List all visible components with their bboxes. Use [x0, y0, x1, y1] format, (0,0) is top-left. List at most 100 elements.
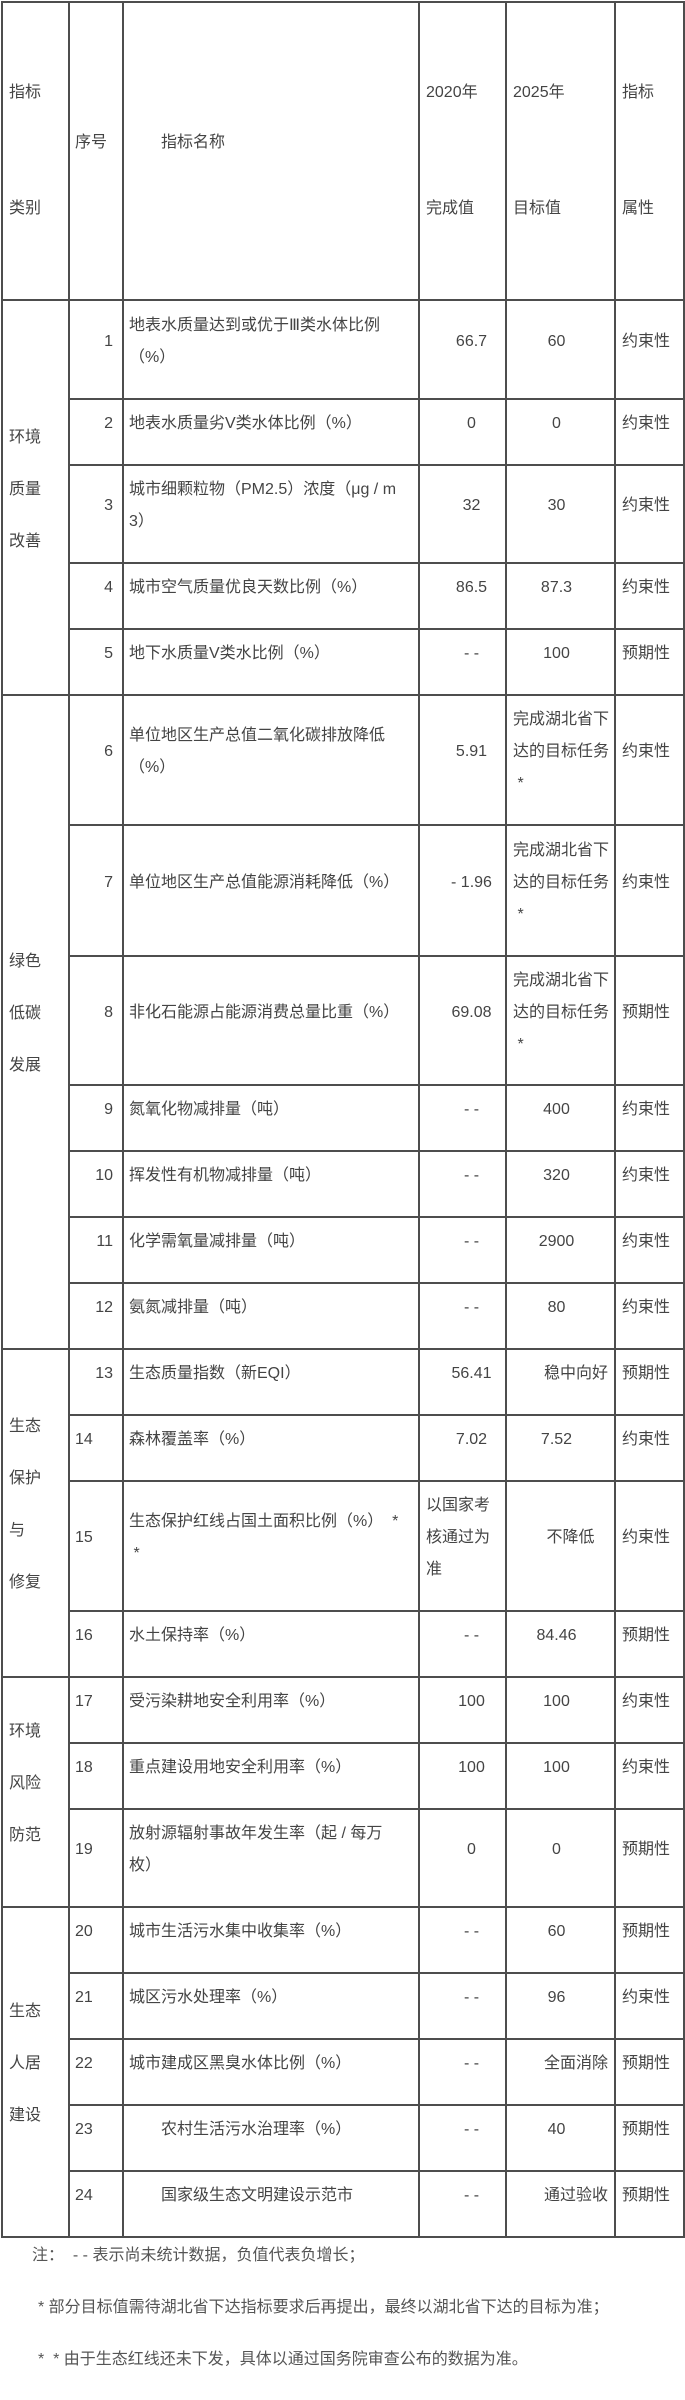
table-row: 15 生态保护红线占国土面积比例（%） * * 以国家考 核通过为 准不降低 约束性 — [2, 1480, 685, 1612]
target-2025-cell: 96 — [505, 1972, 616, 2040]
target-2025-cell: 完成湖北省下 达的目标任务 * — [505, 955, 616, 1086]
footnotes: 注： - - 表示尚未统计数据，负值代表负增长； * 部分目标值需待湖北省下达指… — [1, 2244, 685, 2372]
attribute-cell: 约束性 — [614, 1150, 685, 1218]
indicator-table: 指标 类别 序号 指标名称 2020年 完成值 2025年 目标值 指标 属性 … — [1, 1, 685, 2238]
target-2025-cell: 100 — [505, 628, 616, 696]
table-header-row: 指标 类别 序号 指标名称 2020年 完成值 2025年 目标值 指标 属性 — [1, 1, 685, 301]
indicator-name-cell: 受污染耕地安全利用率（%） — [122, 1676, 420, 1744]
seq-cell: 19 — [68, 1808, 124, 1908]
seq-cell: 21 — [68, 1972, 124, 2040]
value-2020-cell: - - — [418, 1084, 507, 1152]
seq-cell: 18 — [68, 1742, 124, 1810]
header-category-line: 类别 — [9, 200, 42, 217]
attribute-cell: 预期性 — [614, 1906, 685, 1974]
target-2025-cell: 完成湖北省下 达的目标任务 * — [505, 694, 616, 826]
indicator-name-cell: 氨氮减排量（吨） — [122, 1282, 420, 1350]
attribute-cell: 约束性 — [614, 464, 685, 564]
category-label-line: 人居 — [9, 2055, 42, 2072]
target-2025-cell: 30 — [505, 464, 616, 564]
category-label-line: 低碳 — [9, 1005, 42, 1022]
header-2020-line: 2020年 — [426, 84, 478, 101]
header-attribute-line: 属性 — [622, 200, 655, 217]
header-attribute-line: 指标 — [622, 84, 655, 101]
table-row: 12 氨氮减排量（吨） - -80 约束性 — [2, 1282, 685, 1350]
seq-cell: 8 — [68, 955, 124, 1086]
seq-cell: 17 — [68, 1676, 124, 1744]
indicator-name-cell: 单位地区生产总值能源消耗降低（%） — [122, 824, 420, 957]
table-row: 7 单位地区生产总值能源消耗降低（%） - 1.96 完成湖北省下 达的目标任务 * 约… — [2, 824, 685, 957]
header-2025-line: 目标值 — [513, 200, 562, 217]
seq-cell: 15 — [68, 1480, 124, 1612]
attribute-cell: 约束性 — [614, 1084, 685, 1152]
category-label-line: 建设 — [9, 2107, 42, 2124]
seq-cell: 9 — [68, 1084, 124, 1152]
header-category-line: 指标 — [9, 84, 42, 101]
value-2020-cell: 7.02 — [418, 1414, 507, 1482]
category-label-line: 绿色 — [9, 953, 42, 970]
attribute-cell: 约束性 — [614, 398, 685, 466]
indicator-name-cell: 生态质量指数（新EQI） — [122, 1348, 420, 1416]
category-label-line: 保护 — [9, 1470, 42, 1487]
seq-cell: 1 — [68, 299, 124, 400]
category-label-line: 防范 — [9, 1827, 42, 1844]
category-label-line: 与 — [9, 1522, 26, 1539]
category-label-line: 质量 — [9, 480, 42, 498]
category-label-line: 修复 — [9, 1574, 42, 1591]
seq-cell: 3 — [68, 464, 124, 564]
value-2020-cell: - 1.96 — [418, 824, 507, 957]
indicator-name-cell: 挥发性有机物减排量（吨） — [122, 1150, 420, 1218]
attribute-cell: 约束性 — [614, 1414, 685, 1482]
footnote-redline: * * 由于生态红线还未下发，具体以通过国务院审查公布的数据为准。 — [38, 2351, 528, 2368]
table-row: 18 重点建设用地安全利用率（%） 100 100 约束性 — [2, 1742, 685, 1810]
target-2025-cell: 0 — [505, 1808, 616, 1908]
attribute-cell: 约束性 — [614, 1676, 685, 1744]
value-2020-cell: 56.41 — [418, 1348, 507, 1416]
indicator-name-cell: 非化石能源占能源消费总量比重（%） — [122, 955, 420, 1086]
target-2025-cell: 400 — [505, 1084, 616, 1152]
attribute-cell: 预期性 — [614, 2104, 685, 2172]
seq-cell: 11 — [68, 1216, 124, 1284]
value-2020-cell: 100 — [418, 1676, 507, 1744]
indicator-name-cell: 森林覆盖率（%） — [122, 1414, 420, 1482]
indicator-name-cell: 城市空气质量优良天数比例（%） — [122, 562, 420, 630]
header-category: 指标 类别 — [1, 1, 70, 301]
seq-cell: 7 — [68, 824, 124, 957]
indicator-name-cell: 农村生活污水治理率（%） — [122, 2104, 420, 2172]
table-row: 生态 保护与修复 13 生态质量指数（新EQI） 56.41 稳中向好 预期性 — [1, 1348, 685, 1678]
table-row: 环境 风险 防范 17 受污染耕地安全利用率（%） 100 100 约束性 — [1, 1676, 685, 1908]
attribute-cell: 预期性 — [614, 1348, 685, 1416]
value-2020-cell: 69.08 — [418, 955, 507, 1086]
seq-cell: 2 — [68, 398, 124, 466]
seq-cell: 10 — [68, 1150, 124, 1218]
category-label-line: 生态 — [9, 2003, 42, 2020]
category-cell: 生态 人居 建设 — [1, 1906, 70, 2238]
indicator-name-cell: 水土保持率（%） — [122, 1610, 420, 1678]
value-2020-cell: - - — [418, 1972, 507, 2040]
table-row: 16 水土保持率（%） - -84.46 预期性 — [2, 1610, 685, 1678]
category-label-line: 改善 — [9, 532, 42, 550]
indicator-name-cell: 重点建设用地安全利用率（%） — [122, 1742, 420, 1810]
value-2020-cell: - - — [418, 628, 507, 696]
category-cell: 绿色 低碳 发展 — [1, 694, 70, 1350]
indicator-name-cell: 放射源辐射事故年发生率（起 / 每万 枚） — [122, 1808, 420, 1908]
category-cell: 环境 质量 改善 — [1, 299, 70, 696]
attribute-cell: 约束性 — [614, 1972, 685, 2040]
value-2020-cell: 66.7 — [418, 299, 507, 400]
indicator-name-cell: 氮氧化物减排量（吨） — [122, 1084, 420, 1152]
target-2025-cell: 100 — [505, 1742, 616, 1810]
header-2025-line: 2025年 — [513, 84, 565, 101]
table-row: 生态 人居 建设 20 城市生活污水集中收集率（%） - -60 预期性 — [1, 1906, 685, 2238]
attribute-cell: 预期性 — [614, 628, 685, 696]
target-2025-cell: 100 — [505, 1676, 616, 1744]
table-row: 5 地下水质量V类水比例（%） - -100 预期性 — [2, 628, 685, 696]
table-row: 9 氮氧化物减排量（吨） - -400 约束性 — [2, 1084, 685, 1152]
attribute-cell: 约束性 — [614, 1216, 685, 1284]
value-2020-cell: - - — [418, 2104, 507, 2172]
target-2025-cell: 完成湖北省下 达的目标任务 * — [505, 824, 616, 957]
seq-cell: 16 — [68, 1610, 124, 1678]
header-2025: 2025年 目标值 — [505, 1, 616, 301]
table-row: 19 放射源辐射事故年发生率（起 / 每万 枚） 0 0 预期性 — [2, 1808, 685, 1908]
attribute-cell: 预期性 — [614, 1610, 685, 1678]
table-row: 24 国家级生态文明建设示范市 - - 通过验收 预期性 — [2, 2170, 685, 2238]
